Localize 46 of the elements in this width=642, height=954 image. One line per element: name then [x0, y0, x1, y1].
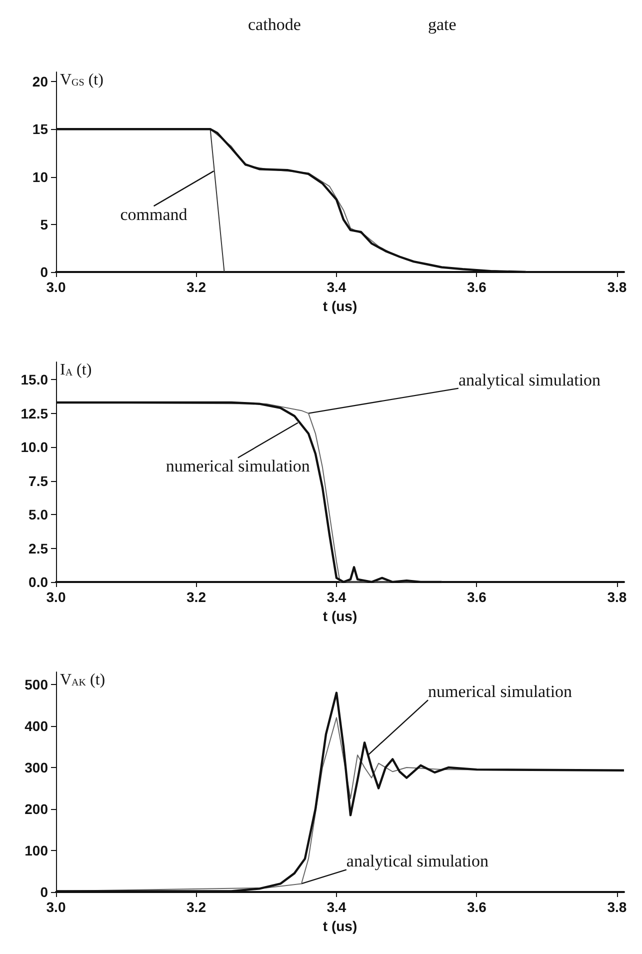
x-tick-label: 3.4	[326, 899, 346, 915]
annotation: numerical simulation	[166, 456, 310, 476]
y-tick-label: 15	[32, 121, 48, 138]
y-tick-label: 12.5	[20, 405, 48, 422]
y-tick-label: 100	[24, 842, 48, 858]
x-axis-title: t (us)	[322, 608, 358, 624]
y-tick-label: 2.5	[28, 540, 48, 556]
annotation: numerical simulation	[428, 682, 573, 702]
x-tick-label: 3.4	[326, 589, 346, 605]
y-tick-label: 500	[24, 676, 48, 692]
y-tick-label: 15.0	[20, 372, 48, 388]
x-tick-label: 3.0	[46, 589, 66, 605]
y-axis-title: IA (t)	[60, 362, 92, 378]
y-tick-label: 5	[40, 216, 48, 232]
annotation: command	[120, 205, 188, 224]
y-axis-title: VAK (t)	[60, 672, 106, 688]
y-tick-label: 10	[32, 168, 48, 185]
x-tick-label: 3.2	[186, 899, 206, 915]
x-tick-label: 3.0	[46, 279, 66, 295]
x-tick-label: 3.8	[607, 279, 627, 295]
x-tick-label: 3.6	[467, 589, 487, 605]
y-tick-label: 20	[32, 74, 48, 90]
x-axis-title: t (us)	[322, 298, 358, 314]
x-tick-label: 3.6	[467, 279, 487, 295]
text: cathode	[248, 15, 301, 34]
y-tick-label: 10.0	[20, 439, 48, 456]
y-tick-label: 200	[24, 800, 48, 817]
y-tick-label: 0	[40, 884, 48, 900]
x-tick-label: 3.8	[607, 589, 627, 605]
y-tick-label: 5.0	[28, 506, 48, 523]
x-tick-label: 3.4	[326, 279, 346, 295]
x-tick-label: 3.0	[46, 899, 66, 915]
x-tick-label: 3.2	[186, 589, 206, 605]
annotation: analytical simulation	[458, 370, 602, 390]
x-tick-label: 3.8	[607, 899, 627, 915]
y-tick-label: 400	[24, 718, 48, 734]
y-tick-label: 0	[40, 264, 48, 280]
text: gate	[428, 15, 456, 34]
x-tick-label: 3.2	[186, 279, 206, 295]
y-tick-label: 7.5	[28, 472, 48, 489]
y-axis-title: VGS (t)	[60, 72, 104, 88]
x-tick-label: 3.6	[467, 899, 487, 915]
y-tick-label: 300	[24, 759, 48, 776]
annotation: analytical simulation	[346, 852, 490, 871]
x-axis-title: t (us)	[322, 918, 358, 934]
y-tick-label: 0.0	[28, 574, 48, 590]
